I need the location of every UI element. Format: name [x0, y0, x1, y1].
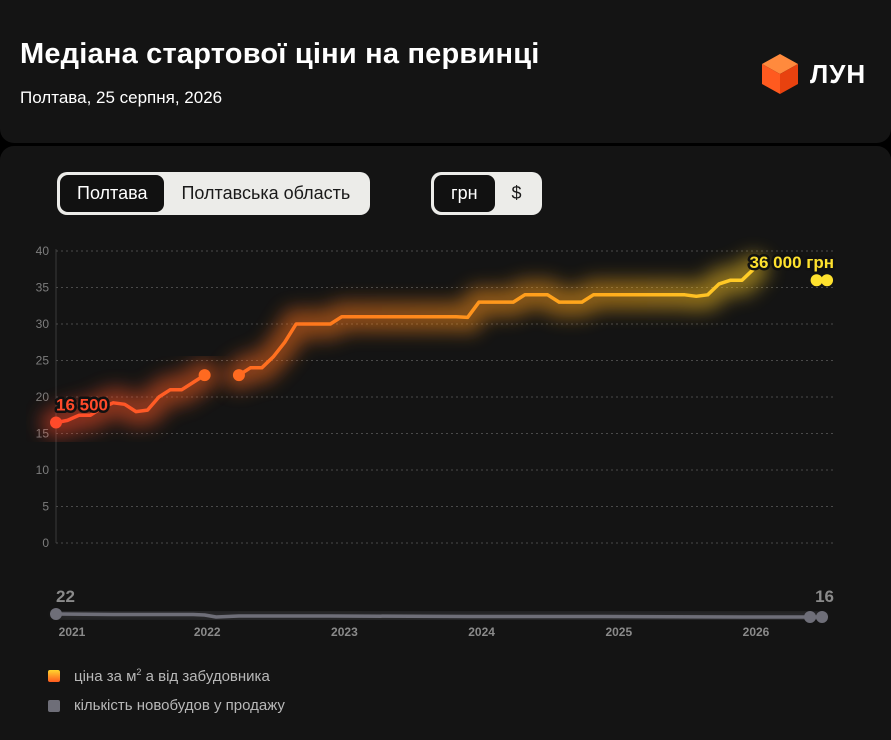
page-title: Медіана стартової ціни на первинці	[20, 38, 540, 70]
legend-price-swatch	[48, 670, 60, 682]
count-end-point	[816, 611, 829, 623]
count-end-label: 16	[815, 587, 834, 606]
legend-price: ціна за м2 а від забудовника	[48, 667, 270, 685]
price-line-segment	[54, 373, 207, 425]
page-subtitle: Полтава, 25 серпня, 2026	[20, 88, 223, 107]
y-tick-label: 5	[42, 500, 49, 514]
y-tick-label: 35	[36, 281, 50, 295]
lun-logo[interactable]: ЛУН	[760, 52, 866, 96]
region-option-city[interactable]: Полтава	[60, 175, 165, 212]
price-end-label: 36 000 грн	[750, 253, 834, 272]
count-line	[54, 612, 824, 619]
x-axis-ticks: 2021 2022 2023 2024 2025 2026	[59, 625, 770, 639]
y-tick-label: 30	[36, 317, 50, 331]
y-tick-label: 40	[36, 244, 50, 258]
price-series-layer	[50, 267, 834, 429]
x-tick-label: 2022	[194, 625, 221, 639]
logo-text: ЛУН	[810, 58, 867, 89]
x-tick-label: 2026	[743, 625, 770, 639]
x-tick-label: 2023	[331, 625, 358, 639]
x-tick-label: 2025	[605, 625, 632, 639]
count-start-label: 22	[56, 587, 75, 606]
currency-option-usd[interactable]: $	[511, 183, 522, 203]
currency-toggle: грн $	[431, 172, 542, 215]
price-start-label-outline: 16 500	[56, 396, 108, 415]
price-line-glow	[223, 254, 769, 391]
region-option-oblast[interactable]: Полтавська область	[181, 183, 351, 203]
chart-panel	[0, 146, 891, 740]
legend-price-label: ціна за м2 а від забудовника	[74, 667, 270, 685]
header: Медіана стартової ціни на первинці Полта…	[0, 0, 891, 143]
cube-logo-icon	[762, 54, 798, 94]
price-end-point	[810, 274, 823, 287]
count-start-point	[50, 608, 62, 620]
region-toggle: Полтава Полтавська область	[57, 172, 371, 215]
count-series-layer	[50, 608, 829, 623]
price-end-point	[821, 274, 834, 287]
price-line-segment	[237, 267, 756, 377]
x-tick-label: 2024	[468, 625, 495, 639]
y-tick-label: 25	[36, 354, 50, 368]
price-start-label: 16 500	[56, 396, 108, 415]
price-start-point	[50, 416, 62, 429]
x-tick-label: 2021	[59, 625, 86, 639]
count-end-point	[804, 611, 817, 623]
y-tick-label: 0	[42, 536, 49, 550]
legend-count-swatch	[48, 699, 60, 712]
price-gap-point	[232, 369, 245, 382]
currency-option-uah[interactable]: грн	[434, 175, 495, 212]
price-end-label-outline: 36 000 грн	[750, 253, 834, 272]
price-glow-layer	[41, 254, 769, 438]
legend-count: кількість новобудов у продажу	[48, 697, 285, 714]
y-tick-label: 10	[36, 463, 50, 477]
price-gap-point	[198, 369, 211, 382]
legend-count-label: кількість новобудов у продажу	[74, 697, 285, 714]
y-tick-label: 20	[36, 390, 50, 404]
